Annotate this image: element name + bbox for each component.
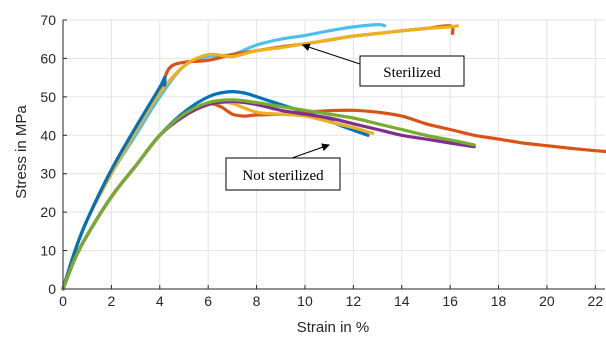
sterilized-arrow (301, 43, 361, 65)
sterilized-label: Sterilized (383, 65, 441, 81)
tick-labels: 0 2 4 6 8 10 12 14 16 18 20 22 0 10 20 30 40 50 60 70 (40, 12, 603, 309)
data-series (61, 22, 606, 291)
x-tick-label: 18 (491, 293, 507, 309)
x-tick-label: 4 (156, 293, 164, 309)
y-tick-label: 10 (40, 243, 56, 259)
x-tick-label: 16 (442, 293, 458, 309)
y-tick-label: 30 (40, 166, 56, 182)
x-tick-label: 12 (346, 293, 362, 309)
y-tick-label: 0 (48, 281, 56, 297)
y-tick-label: 70 (40, 12, 56, 28)
not-sterilized-label: Not sterilized (242, 168, 324, 184)
y-tick-label: 60 (40, 50, 56, 66)
axes (62, 19, 605, 290)
not-sterilized-arrow (291, 143, 330, 159)
x-tick-label: 0 (59, 293, 67, 309)
y-axis-title: Stress in MPa (13, 105, 30, 199)
sterilized-label-box (359, 55, 465, 87)
not-sterilized-curve (61, 98, 476, 291)
x-tick-label: 20 (539, 293, 555, 309)
x-tick-label: 10 (297, 293, 313, 309)
annotations: Sterilized Not sterilized (225, 43, 465, 191)
y-tick-label: 20 (40, 204, 56, 220)
y-tick-label: 40 (40, 127, 56, 143)
sterilized-curve (61, 75, 167, 291)
sterilized-curve (61, 24, 459, 291)
x-tick-label: 8 (253, 293, 261, 309)
x-axis-title: Strain in % (297, 319, 370, 336)
x-tick-label: 22 (588, 293, 604, 309)
y-tick-label: 50 (40, 89, 56, 105)
x-tick-label: 2 (107, 293, 115, 309)
x-tick-label: 14 (394, 293, 410, 309)
not-sterilized-label-box (225, 157, 341, 191)
x-tick-label: 6 (204, 293, 212, 309)
